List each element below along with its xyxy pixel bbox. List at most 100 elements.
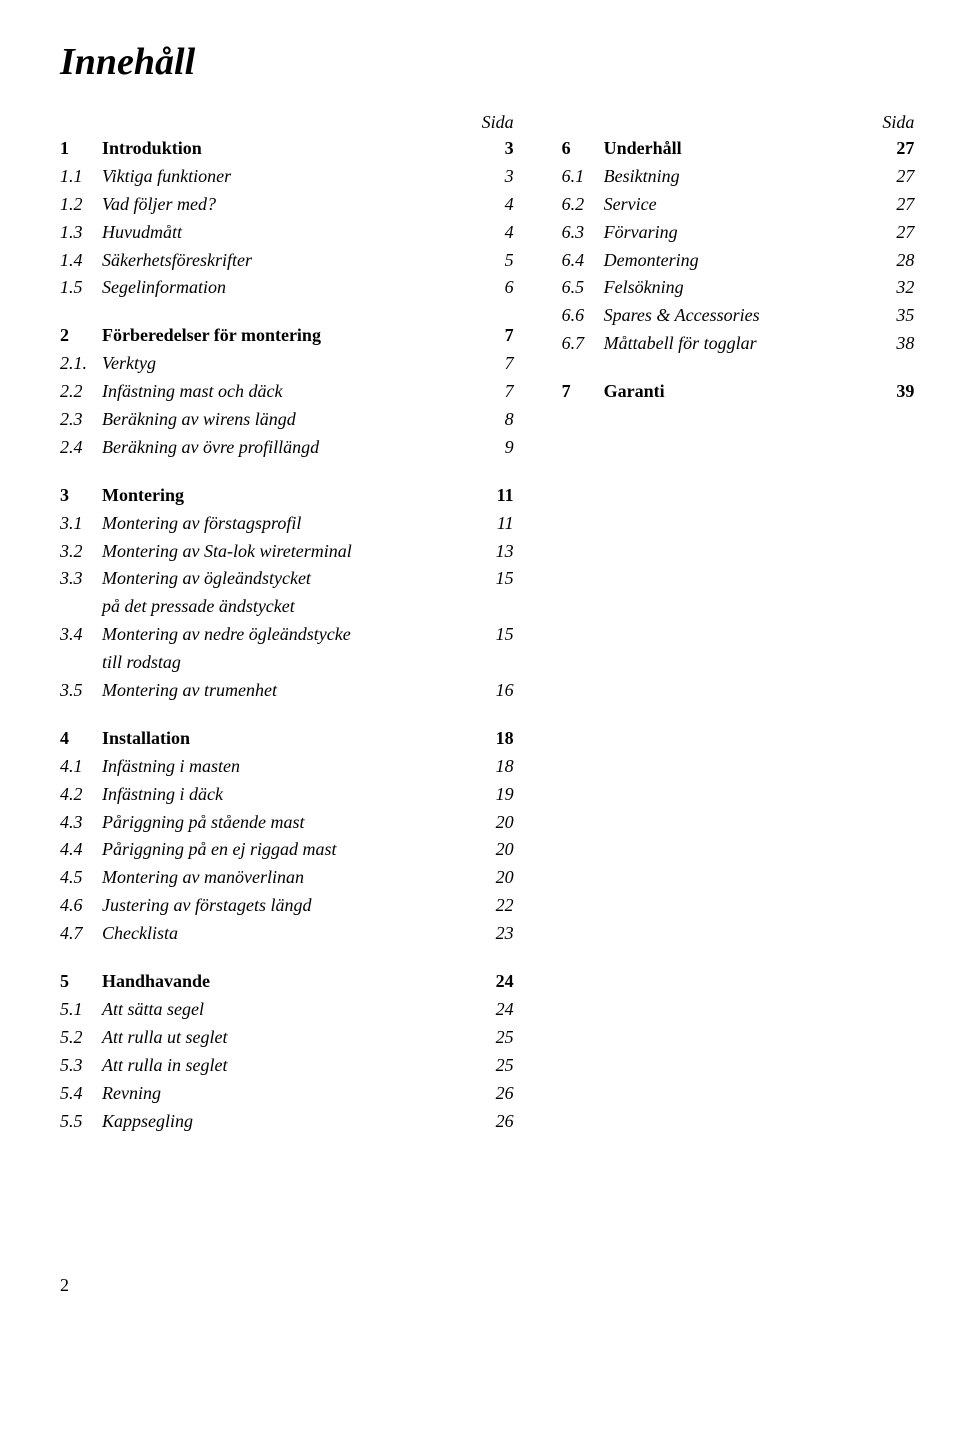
entry-page: 22: [480, 892, 514, 920]
entry-number: 1.1: [60, 163, 102, 191]
toc-section-header: 3Montering11: [60, 482, 514, 510]
entry-label: Infästning i däck: [102, 781, 480, 809]
entry-page: 24: [480, 968, 514, 996]
entry-number: 5.2: [60, 1024, 102, 1052]
toc-section: 3Montering113.1Montering av förstagsprof…: [60, 482, 514, 705]
entry-label: Spares & Accessories: [604, 302, 881, 330]
entry-number: 6.1: [562, 163, 604, 191]
toc-section-header: 4Installation18: [60, 725, 514, 753]
toc-entry: 4.6Justering av förstagets längd22: [60, 892, 514, 920]
entry-label: Säkerhetsföreskrifter: [102, 247, 480, 275]
entry-label: Beräkning av övre profillängd: [102, 434, 480, 462]
toc-section-header: 6Underhåll27: [562, 135, 915, 163]
entry-page: 25: [480, 1052, 514, 1080]
toc-section: 6Underhåll276.1Besiktning276.2Service276…: [562, 135, 915, 358]
entry-label: Infästning mast och däck: [102, 378, 480, 406]
toc-entry: 1.3Huvudmått4: [60, 219, 514, 247]
entry-label: Montering av nedre ögleändstycke till ro…: [102, 621, 480, 677]
entry-label: Måttabell för togglar: [604, 330, 881, 358]
entry-label: Montering av manöverlinan: [102, 864, 480, 892]
entry-number: 5.4: [60, 1080, 102, 1108]
page-col-header-right: Sida: [562, 112, 915, 133]
toc-entry: 3.1Montering av förstagsprofil11: [60, 510, 514, 538]
toc-entry: 6.7Måttabell för togglar38: [562, 330, 915, 358]
entry-number: 1.4: [60, 247, 102, 275]
toc-entry: 4.3Påriggning på stående mast20: [60, 809, 514, 837]
entry-number: 4.6: [60, 892, 102, 920]
toc-entry: 3.4Montering av nedre ögleändstycke till…: [60, 621, 514, 677]
toc-entry: 6.2Service27: [562, 191, 915, 219]
entry-page: 35: [880, 302, 914, 330]
toc-entry: 6.4Demontering28: [562, 247, 915, 275]
entry-label: Montering av trumenhet: [102, 677, 480, 705]
entry-number: 7: [562, 378, 604, 406]
entry-page: 25: [480, 1024, 514, 1052]
entry-page: 23: [480, 920, 514, 948]
entry-number: 6.5: [562, 274, 604, 302]
toc-section: 4Installation184.1Infästning i masten184…: [60, 725, 514, 948]
entry-number: 5: [60, 968, 102, 996]
entry-page: 3: [480, 163, 514, 191]
entry-label: Verktyg: [102, 350, 480, 378]
entry-label: Montering av Sta-lok wireterminal: [102, 538, 480, 566]
entry-number: 3.2: [60, 538, 102, 566]
entry-label: Beräkning av wirens längd: [102, 406, 480, 434]
entry-page: 15: [480, 621, 514, 649]
entry-number: 6: [562, 135, 604, 163]
entry-number: 2.3: [60, 406, 102, 434]
entry-number: 5.1: [60, 996, 102, 1024]
entry-number: 4.3: [60, 809, 102, 837]
entry-label: Garanti: [604, 378, 881, 406]
entry-label: Service: [604, 191, 881, 219]
page-col-header-left: Sida: [60, 112, 514, 133]
toc-section: 2Förberedelser för montering72.1.Verktyg…: [60, 322, 514, 461]
entry-label: Felsökning: [604, 274, 881, 302]
entry-label: Att rulla in seglet: [102, 1052, 480, 1080]
entry-number: 4: [60, 725, 102, 753]
entry-number: 4.7: [60, 920, 102, 948]
toc-entry: 4.7Checklista23: [60, 920, 514, 948]
toc-entry: 4.2Infästning i däck19: [60, 781, 514, 809]
entry-label: Justering av förstagets längd: [102, 892, 480, 920]
toc-entry: 4.4Påriggning på en ej riggad mast20: [60, 836, 514, 864]
toc-entry: 5.2Att rulla ut seglet25: [60, 1024, 514, 1052]
toc-entry: 5.5Kappsegling26: [60, 1108, 514, 1136]
entry-number: 4.2: [60, 781, 102, 809]
entry-label: Montering av förstagsprofil: [102, 510, 480, 538]
entry-label: Besiktning: [604, 163, 881, 191]
entry-label: Påriggning på en ej riggad mast: [102, 836, 480, 864]
entry-page: 39: [880, 378, 914, 406]
toc-entry: 5.1Att sätta segel24: [60, 996, 514, 1024]
entry-page: 26: [480, 1080, 514, 1108]
toc-entry: 1.2Vad följer med?4: [60, 191, 514, 219]
entry-page: 16: [480, 677, 514, 705]
toc-entry: 4.5Montering av manöverlinan20: [60, 864, 514, 892]
entry-number: 3.1: [60, 510, 102, 538]
entry-page: 6: [480, 274, 514, 302]
entry-page: 3: [480, 135, 514, 163]
entry-label: Kappsegling: [102, 1108, 480, 1136]
footer-page-number: 2: [60, 1275, 900, 1296]
toc-entry: 6.3Förvaring27: [562, 219, 915, 247]
toc-entry: 3.3Montering av ögleändstycket på det pr…: [60, 565, 514, 621]
entry-label: Att rulla ut seglet: [102, 1024, 480, 1052]
entry-page: 4: [480, 191, 514, 219]
entry-number: 4.4: [60, 836, 102, 864]
entry-page: 20: [480, 809, 514, 837]
entry-number: 1: [60, 135, 102, 163]
toc-section-header: 2Förberedelser för montering7: [60, 322, 514, 350]
entry-label: Vad följer med?: [102, 191, 480, 219]
entry-page: 27: [880, 219, 914, 247]
entry-page: 5: [480, 247, 514, 275]
right-sections: 6Underhåll276.1Besiktning276.2Service276…: [562, 135, 915, 406]
entry-page: 27: [880, 191, 914, 219]
entry-number: 3.5: [60, 677, 102, 705]
entry-label: Installation: [102, 725, 480, 753]
toc-entry: 2.3Beräkning av wirens längd8: [60, 406, 514, 434]
toc-section: 5Handhavande245.1Att sätta segel245.2Att…: [60, 968, 514, 1135]
toc-col-right: Sida 6Underhåll276.1Besiktning276.2Servi…: [562, 112, 915, 1155]
entry-number: 6.7: [562, 330, 604, 358]
entry-label: Checklista: [102, 920, 480, 948]
entry-page: 19: [480, 781, 514, 809]
toc-entry: 2.1.Verktyg7: [60, 350, 514, 378]
